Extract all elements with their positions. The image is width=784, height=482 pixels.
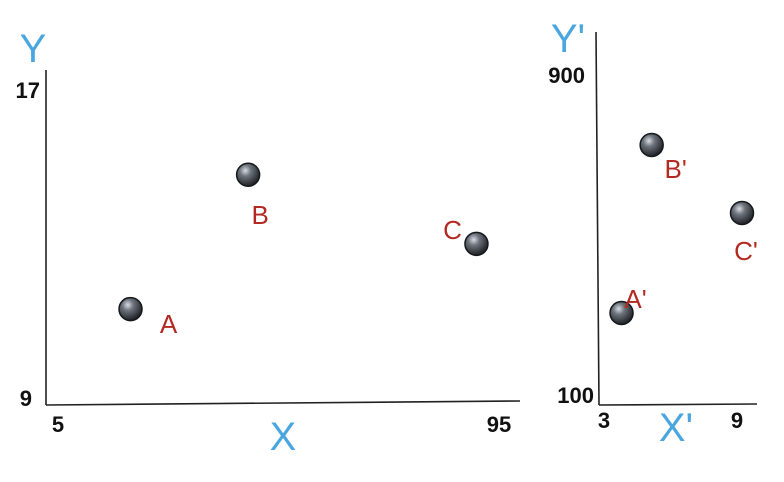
points-group-xy: A B C [118,162,489,339]
point-a [118,296,143,322]
x-prime-tick-label-right: 9 [731,408,743,433]
x-axis-line [45,400,521,406]
x-tick-label-left: 5 [52,412,64,437]
point-c-prime [729,200,755,226]
x-prime-axis-title: X' [659,406,693,450]
point-label-a: A [160,309,178,339]
x-axis-title: X [270,415,297,459]
point-c [464,231,489,257]
point-label-b-prime: B' [664,154,686,184]
plot-xy: Y X 17 9 5 95 A B C [16,27,521,459]
point-label-b: B [251,200,268,230]
y-prime-axis-title: Y' [551,17,585,61]
x-prime-axis-line [598,403,758,406]
point-a-prime [609,300,634,326]
plot-xy-prime: Y' X' 900 100 3 9 A' B' C' [548,17,758,450]
y-tick-label-top: 17 [16,78,40,103]
y-prime-tick-label-bottom: 100 [557,383,594,408]
y-axis-title: Y [20,27,47,71]
x-prime-tick-label-left: 3 [598,408,610,433]
point-b [235,162,261,187]
y-prime-tick-label-top: 900 [548,63,585,88]
x-tick-label-right: 95 [487,412,511,437]
point-b-prime [639,132,664,158]
point-label-a-prime: A' [624,284,646,314]
point-label-c-prime: C' [734,236,758,266]
points-group-xy-prime: A' B' C' [609,132,758,326]
y-tick-label-bottom: 9 [20,386,32,411]
y-prime-axis-line [595,31,600,406]
point-label-c: C [443,215,462,245]
